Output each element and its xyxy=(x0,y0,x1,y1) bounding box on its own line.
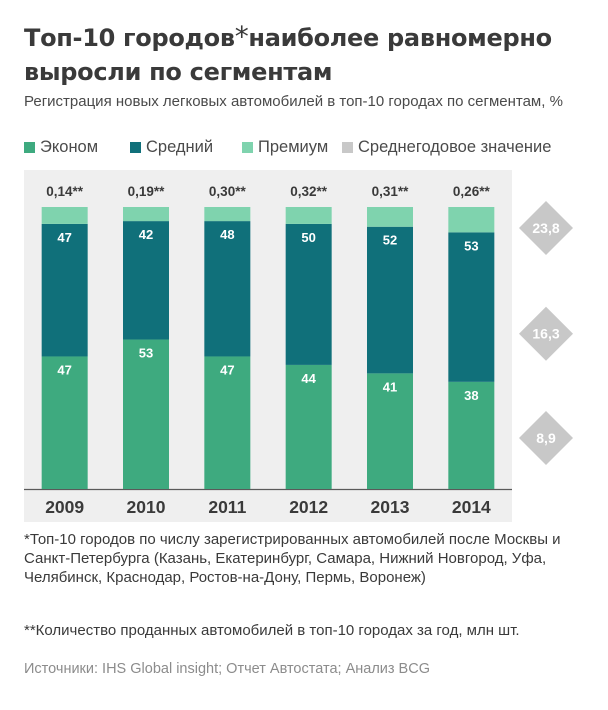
footnote-cities: *Топ-10 городов по числу зарегистрирован… xyxy=(24,531,561,586)
legend-label-medium: Средний xyxy=(146,138,214,156)
average-diamond-2 xyxy=(519,411,573,465)
x-tick-label-2014: 2014 xyxy=(452,497,491,517)
bar-Эконом-2014 xyxy=(448,381,495,489)
bar-Средний-2013 xyxy=(367,226,413,374)
legend-label-average: Среднегодовое значение xyxy=(358,138,552,156)
bar-Средний-2012 xyxy=(285,223,332,365)
chart-title-main: Топ-10 городов xyxy=(24,24,235,52)
x-tick-label-2011: 2011 xyxy=(208,497,246,517)
legend-item-premium: Премиум xyxy=(242,137,328,157)
top-label-2009: 0,14** xyxy=(46,184,84,199)
legend-item-medium: Средний xyxy=(130,137,213,157)
bar-Эконом-2011 xyxy=(204,356,251,489)
average-diamond-1 xyxy=(519,306,573,361)
average-label-0: 23,8 xyxy=(532,220,559,236)
data-label-Эконом-2013: 41 xyxy=(383,379,397,394)
legend-item-economy: Эконом xyxy=(24,137,98,157)
data-label-Средний-2010: 42 xyxy=(139,227,153,242)
legend-swatch-medium xyxy=(130,141,141,153)
top-label-2012: 0,32** xyxy=(290,184,328,199)
data-label-Средний-2011: 48 xyxy=(220,227,234,242)
bar-Эконом-2012 xyxy=(285,364,332,489)
bar-Эконом-2009 xyxy=(41,356,88,489)
legend-swatch-economy xyxy=(24,141,35,153)
plot-panel xyxy=(24,170,512,522)
bar-Премиум-2009 xyxy=(41,207,88,224)
bar-Премиум-2012 xyxy=(285,207,332,224)
legend-item-average: Среднегодовое значение xyxy=(342,137,551,157)
data-label-Эконом-2012: 44 xyxy=(301,371,316,386)
bar-Средний-2010 xyxy=(123,221,169,340)
bar-Премиум-2011 xyxy=(204,207,251,222)
average-label-1: 16,3 xyxy=(532,326,559,342)
legend-swatch-premium xyxy=(242,141,253,153)
source-note: Источники: IHS Global insight; Отчет Авт… xyxy=(24,661,430,677)
footnote-sales: **Количество проданных автомобилей в топ… xyxy=(24,622,520,639)
data-label-Эконом-2009: 47 xyxy=(57,362,71,377)
bar-Премиум-2014 xyxy=(448,207,495,233)
chart-legend: Эконом Средний Премиум Среднегодовое зна… xyxy=(24,137,594,157)
data-label-Эконом-2014: 38 xyxy=(464,388,478,403)
chart-title-rest: наиболее равномерно выросли по сегментам xyxy=(24,24,552,86)
bar-Премиум-2013 xyxy=(367,207,413,227)
top-label-2010: 0,19** xyxy=(128,184,166,199)
bar-Премиум-2010 xyxy=(123,207,169,222)
average-diamond-0 xyxy=(519,201,573,255)
average-label-2: 8,9 xyxy=(536,430,556,446)
x-tick-label-2013: 2013 xyxy=(371,497,410,517)
data-label-Средний-2012: 50 xyxy=(301,230,315,245)
top-label-2014: 0,26** xyxy=(453,184,491,199)
top-label-2011: 0,30** xyxy=(209,184,247,199)
data-label-Средний-2014: 53 xyxy=(464,238,478,253)
data-label-Эконом-2010: 53 xyxy=(139,346,153,361)
legend-swatch-average xyxy=(342,141,353,153)
data-label-Средний-2009: 47 xyxy=(57,230,71,245)
bar-Эконом-2013 xyxy=(367,373,413,489)
chart-subtitle: Регистрация новых легковых автомобилей в… xyxy=(24,93,563,110)
top-label-2013: 0,31** xyxy=(372,184,410,199)
bar-Средний-2009 xyxy=(41,223,88,357)
stacked-bar-chart: 47 47 0,14** 2009 53 42 0,19** 2010 47 48 0,30** 20… xyxy=(24,170,573,522)
chart-title: Топ-10 городов*наиболее равномерно вырос… xyxy=(24,20,584,89)
legend-label-economy: Эконом xyxy=(40,138,99,156)
bar-Средний-2011 xyxy=(204,221,251,357)
title-asterisk: * xyxy=(234,20,249,53)
data-label-Эконом-2011: 47 xyxy=(220,362,234,377)
bar-Эконом-2010 xyxy=(123,339,169,489)
legend-label-premium: Премиум xyxy=(258,138,329,156)
x-tick-label-2012: 2012 xyxy=(289,497,328,517)
x-tick-label-2010: 2010 xyxy=(127,497,166,517)
bar-Средний-2014 xyxy=(448,232,495,382)
x-tick-label-2009: 2009 xyxy=(45,497,84,517)
data-label-Средний-2013: 52 xyxy=(383,233,397,248)
